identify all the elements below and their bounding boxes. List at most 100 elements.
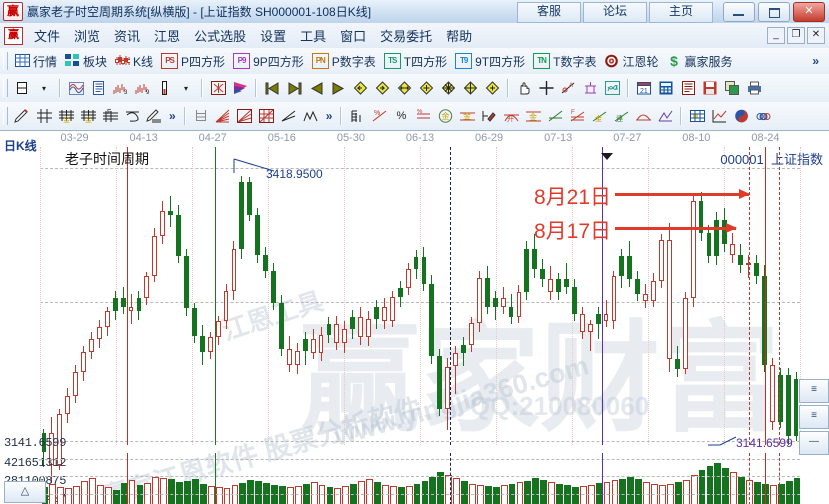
tool-p-number-table[interactable]: PN P数字表 — [308, 51, 380, 72]
tool-9p-square[interactable]: P9 9P四方形 — [229, 51, 308, 72]
ink-bottle-icon[interactable] — [478, 105, 500, 127]
wave-count-icon[interactable] — [654, 105, 676, 127]
menu-tools[interactable]: 工具 — [300, 29, 327, 44]
draw-line-icon[interactable]: A — [557, 77, 579, 99]
chevron-down-icon-2[interactable]: ▾ — [183, 83, 188, 93]
save-icon[interactable] — [699, 77, 721, 99]
percent-line-icon[interactable]: % — [412, 105, 434, 127]
ladder-icon[interactable] — [346, 105, 368, 127]
tool-kline[interactable]: K线 — [111, 51, 157, 72]
volume-pane[interactable] — [40, 453, 801, 504]
fit-chart-icon[interactable] — [459, 77, 481, 99]
gold-circle-icon[interactable]: 金 — [434, 105, 456, 127]
fullscreen-icon[interactable] — [481, 77, 503, 99]
scroll-up-button[interactable]: ≡ — [799, 379, 829, 403]
gold-grid-2-icon[interactable]: 金 — [77, 105, 99, 127]
menu-help[interactable]: 帮助 — [446, 29, 473, 44]
zoom-in-icon[interactable] — [415, 77, 437, 99]
hand-icon[interactable] — [513, 77, 535, 99]
fan-lines-icon[interactable] — [212, 105, 234, 127]
toolbar-grip-2[interactable] — [3, 79, 8, 97]
document-icon[interactable] — [87, 77, 109, 99]
f-line-icon[interactable]: F — [566, 105, 588, 127]
yinyang-icon[interactable] — [730, 105, 752, 127]
shift-left-icon[interactable] — [349, 77, 371, 99]
mdi-close-button[interactable]: ✕ — [807, 27, 825, 44]
chart-area[interactable]: 赢家财富 赢家江恩软件 股票分析软件 www.yingjia360.com 江恩… — [0, 130, 829, 504]
menu-settings[interactable]: 设置 — [260, 29, 287, 44]
tool-sector[interactable]: 板块 — [61, 51, 111, 72]
maximize-button[interactable] — [758, 2, 790, 22]
print-icon[interactable] — [743, 77, 765, 99]
period-day-icon[interactable] — [11, 77, 33, 99]
tool-9t-square[interactable]: T9 9T四方形 — [451, 51, 529, 72]
brush-icon[interactable] — [143, 105, 165, 127]
table-icon[interactable] — [686, 105, 708, 127]
thermometer-icon[interactable] — [153, 77, 175, 99]
arch-gold-icon[interactable]: 升 — [500, 105, 522, 127]
gold-line-icon[interactable]: 金 — [456, 105, 478, 127]
frame-icon[interactable] — [190, 105, 212, 127]
trend-line-icon[interactable] — [278, 105, 300, 127]
toolbar-grip[interactable] — [3, 52, 8, 70]
color-fan-icon[interactable] — [229, 77, 251, 99]
close-button[interactable]: ✕ — [793, 2, 825, 22]
minimize-button[interactable] — [723, 2, 755, 22]
pattern-icon[interactable] — [207, 77, 229, 99]
expand-pane-button[interactable]: △ — [4, 481, 46, 503]
gold-grid-1-icon[interactable]: 金 — [55, 105, 77, 127]
toolbar-overflow-button[interactable]: » — [812, 54, 819, 68]
percent-chart-icon[interactable]: % — [368, 105, 390, 127]
percent-icon[interactable]: % — [396, 110, 407, 122]
fan-box-icon[interactable] — [234, 105, 256, 127]
homepage-button[interactable]: 主页 — [649, 2, 713, 23]
menu-window[interactable]: 窗口 — [340, 29, 367, 44]
menu-trade[interactable]: 交易委托 — [380, 29, 433, 44]
gold-slope-icon[interactable]: 金 — [588, 105, 610, 127]
customer-service-button[interactable]: 客服 — [517, 2, 581, 23]
menu-news[interactable]: 资讯 — [114, 29, 141, 44]
arch-icon[interactable] — [632, 105, 654, 127]
mdi-minimize-button[interactable]: _ — [767, 27, 785, 44]
price-plot[interactable] — [40, 147, 801, 483]
first-page-icon[interactable] — [261, 77, 283, 99]
tree-icon[interactable] — [579, 77, 601, 99]
zoom-out-icon[interactable] — [437, 77, 459, 99]
tool-winner-service[interactable]: $ 赢家服务 — [662, 51, 736, 72]
ma9-icon[interactable]: 9 — [131, 77, 153, 99]
tool-market[interactable]: 行情 — [11, 51, 61, 72]
toolbar-grip-3[interactable] — [3, 107, 8, 125]
calculator-icon[interactable] — [655, 77, 677, 99]
shift-right-icon[interactable] — [371, 77, 393, 99]
menu-browse[interactable]: 浏览 — [74, 29, 101, 44]
scroll-mid-button[interactable]: ≡ — [799, 405, 829, 429]
angle-line-icon[interactable] — [544, 105, 566, 127]
gold-bar-icon[interactable]: 金 — [522, 105, 544, 127]
mdi-restore-button[interactable]: ❐ — [787, 27, 805, 44]
pen-tool-icon[interactable] — [11, 105, 33, 127]
tool-t-number-table[interactable]: TN T数字表 — [529, 51, 600, 72]
menu-gann[interactable]: 江恩 — [154, 29, 181, 44]
calendar-icon[interactable]: 21 — [633, 77, 655, 99]
drawing-overflow-2-button[interactable]: » — [325, 109, 333, 123]
brain-icon[interactable] — [601, 77, 623, 99]
drawing-overflow-1-button[interactable]: » — [169, 109, 176, 123]
chevron-down-icon[interactable]: ▾ — [41, 83, 46, 93]
tool-p-square[interactable]: PS P四方形 — [157, 51, 229, 72]
curve-icon[interactable] — [121, 105, 143, 127]
grid-lines-icon[interactable] — [33, 105, 55, 127]
tool-gann-wheel[interactable]: 江恩轮 — [600, 51, 662, 72]
copy-icon[interactable] — [721, 77, 743, 99]
crosshair-icon[interactable] — [535, 77, 557, 99]
waves-icon[interactable] — [65, 77, 87, 99]
f-grid-icon[interactable]: F — [99, 105, 121, 127]
forum-button[interactable]: 论坛 — [583, 2, 647, 23]
notes-icon[interactable] — [677, 77, 699, 99]
menu-formula-screen[interactable]: 公式选股 — [194, 29, 247, 44]
zigzag-icon[interactable] — [300, 105, 322, 127]
infinity-icon[interactable] — [752, 105, 774, 127]
line-chart-icon[interactable] — [708, 105, 730, 127]
tool-t-square[interactable]: TS T四方形 — [380, 51, 451, 72]
ma3-icon[interactable]: 3 — [109, 77, 131, 99]
menu-file[interactable]: 文件 — [34, 29, 61, 44]
